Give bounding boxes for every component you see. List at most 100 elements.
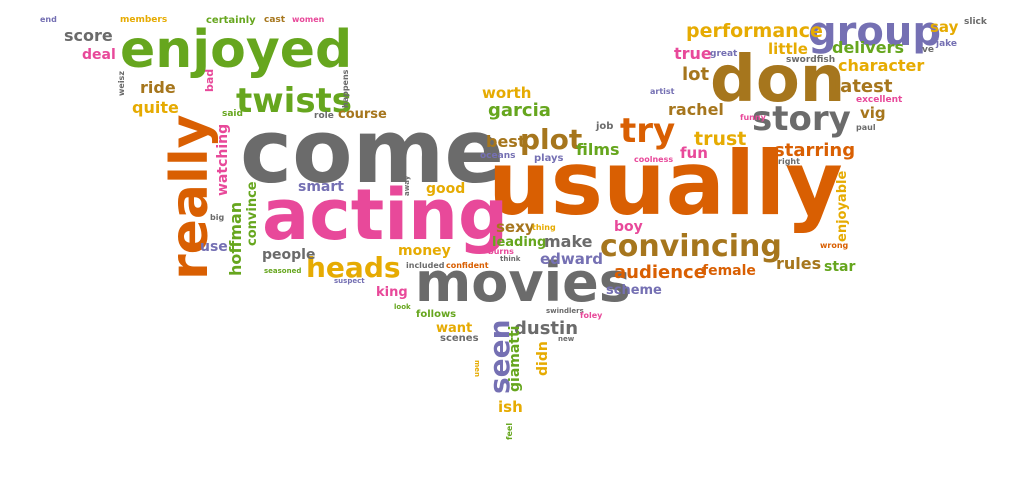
- word-use: use: [200, 239, 228, 255]
- word-great: great: [710, 49, 738, 59]
- word-leading: leading: [492, 235, 547, 250]
- word-end: end: [40, 15, 57, 24]
- word-didn: didn: [535, 341, 551, 376]
- word-best: best: [486, 132, 526, 151]
- word-group: group: [808, 9, 941, 55]
- word-scheme: scheme: [606, 283, 662, 298]
- word-movies: movies: [415, 251, 631, 314]
- word-enjoyable: enjoyable: [835, 170, 850, 242]
- word-latest: latest: [834, 76, 893, 97]
- word-films: films: [576, 140, 620, 159]
- word-big: big: [210, 213, 225, 222]
- word-vig: vig: [860, 104, 886, 122]
- word-want: want: [436, 321, 473, 336]
- word-slick: slick: [964, 17, 987, 27]
- word-enjoyed: enjoyed: [120, 20, 353, 80]
- word-follows: follows: [416, 309, 457, 320]
- word-cast: cast: [264, 15, 286, 25]
- word-starring: starring: [774, 140, 856, 161]
- word-female: female: [702, 263, 756, 279]
- word-people: people: [262, 247, 316, 263]
- word-women: women: [292, 15, 325, 24]
- word-seasoned: seasoned: [264, 267, 302, 275]
- word-true: true: [674, 44, 712, 63]
- word-character: character: [838, 56, 925, 75]
- word-convince: convince: [245, 181, 260, 246]
- word-bad: bad: [203, 68, 216, 92]
- word-story: story: [752, 99, 851, 139]
- word-excellent: excellent: [856, 95, 903, 105]
- word-ish: ish: [498, 398, 523, 416]
- word-coolness: coolness: [634, 155, 674, 164]
- word-role: role: [314, 111, 334, 121]
- word-trust: trust: [694, 128, 747, 150]
- word-said: said: [222, 109, 243, 119]
- word-wrong: wrong: [820, 241, 849, 250]
- word-included: included: [406, 261, 445, 270]
- word-job: job: [596, 121, 614, 132]
- word-foley: foley: [580, 311, 603, 320]
- word-money: money: [398, 243, 451, 259]
- word-swindlers: swindlers: [546, 307, 584, 315]
- word-confident: confident: [446, 261, 489, 270]
- word-deal: deal: [82, 47, 116, 63]
- word-lot: lot: [682, 64, 710, 85]
- word-heads: heads: [306, 251, 401, 284]
- word-delivers: delivers: [832, 38, 904, 57]
- word-oceans: oceans: [480, 151, 516, 161]
- word-worth: worth: [482, 84, 532, 102]
- word-dustin: dustin: [514, 318, 579, 339]
- word-course: course: [338, 107, 387, 122]
- word-suspect: suspect: [334, 277, 365, 285]
- word-rachel: rachel: [668, 100, 724, 119]
- word-happens: happens: [341, 69, 350, 108]
- word-men: men: [473, 360, 481, 378]
- word-swordfish: swordfish: [786, 55, 836, 65]
- word-quite: quite: [132, 98, 179, 117]
- word-artist: artist: [650, 87, 675, 96]
- word-performance: performance: [686, 20, 823, 42]
- word-feel: feel: [505, 422, 514, 440]
- word-smart: smart: [298, 179, 344, 195]
- word-plot: plot: [520, 123, 583, 156]
- word-look: look: [394, 303, 411, 311]
- word-thing: thing: [532, 223, 556, 232]
- word-away: away: [403, 175, 411, 196]
- word-watching: watching: [215, 123, 231, 196]
- word-weisz: weisz: [117, 71, 126, 96]
- word-don: don: [710, 43, 846, 117]
- word-star: star: [824, 259, 856, 275]
- word-boy: boy: [614, 219, 643, 235]
- word-really: really: [160, 114, 220, 280]
- word-little: little: [768, 40, 808, 58]
- word-score: score: [64, 26, 113, 45]
- word-burns: burns: [488, 247, 514, 256]
- word-garcia: garcia: [488, 100, 551, 121]
- word-right: right: [778, 157, 800, 166]
- word-think: think: [500, 255, 521, 263]
- word-certainly: certainly: [206, 15, 256, 26]
- word-jake: jake: [936, 39, 958, 49]
- word-ride: ride: [140, 78, 176, 97]
- word-sexy: sexy: [496, 218, 535, 236]
- word-audience: audience: [614, 262, 706, 283]
- word-rules: rules: [776, 254, 822, 273]
- word-good: good: [426, 181, 466, 197]
- word-funny: funny: [740, 113, 766, 122]
- word-convincing: convincing: [600, 229, 782, 264]
- word-acting: acting: [262, 174, 509, 256]
- word-twists: twists: [236, 81, 353, 121]
- word-members: members: [120, 15, 168, 25]
- word-say: say: [930, 18, 959, 36]
- word-try: try: [620, 111, 676, 151]
- word-plays: plays: [534, 153, 564, 164]
- word-come: come: [240, 100, 504, 203]
- word-fun: fun: [680, 144, 708, 162]
- word-giamatti: giamatti: [507, 325, 523, 393]
- word-ve: ve: [922, 45, 934, 55]
- word-edward: edward: [540, 250, 604, 268]
- word-hoffman: hoffman: [226, 201, 245, 276]
- word-new: new: [558, 335, 575, 343]
- word-scenes: scenes: [440, 333, 479, 344]
